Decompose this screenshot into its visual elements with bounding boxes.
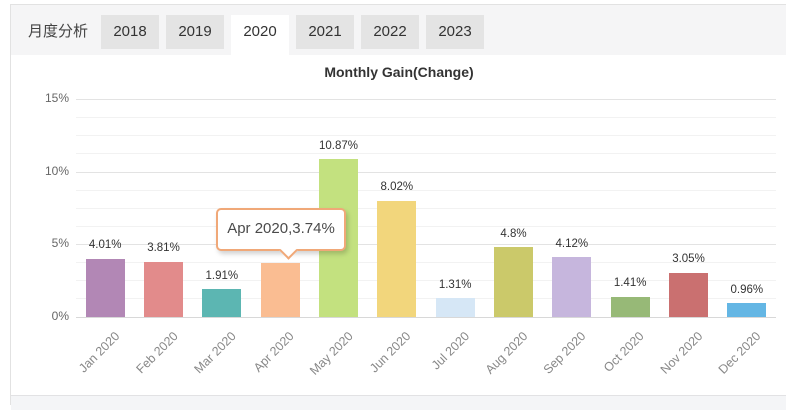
tab-2019[interactable]: 2019	[166, 15, 225, 49]
x-tick-label: Jun 2020	[367, 329, 414, 376]
y-tick-label: 0%	[51, 308, 69, 323]
bar-aug-2020[interactable]	[494, 247, 533, 317]
chart-title: Monthly Gain(Change)	[324, 64, 474, 80]
x-tick-label: Mar 2020	[191, 329, 239, 377]
x-tick-label: Feb 2020	[133, 329, 181, 377]
gridline-minor	[76, 153, 776, 155]
x-tick-label: Apr 2020	[251, 329, 298, 375]
bar-value-label: 8.02%	[380, 181, 414, 194]
bar-jun-2020[interactable]	[377, 200, 417, 317]
tooltip-text: Apr 2020,3.74%	[227, 220, 335, 237]
x-tick-label: Jul 2020	[428, 329, 473, 373]
bar-value-label: 1.31%	[438, 278, 472, 291]
bar-apr-2020[interactable]	[260, 262, 300, 317]
x-tick-label: Sep 2020	[541, 329, 589, 377]
x-tick-label: May 2020	[306, 329, 356, 378]
gridline-minor	[76, 298, 776, 300]
bar-value-label: 1.91%	[205, 269, 239, 282]
bar-value-label: 1.41%	[613, 277, 647, 290]
bar-dec-2020[interactable]	[727, 303, 767, 317]
plot-area: 4.01% 3.81% 1.91% 10.87% 8.02% 1.31% 4.8% 4.12%…	[76, 99, 776, 318]
bar-jul-2020[interactable]	[435, 298, 475, 317]
bar-mar-2020[interactable]	[202, 289, 242, 317]
bar-value-label: 4.8%	[500, 227, 527, 240]
gridline-major	[76, 244, 776, 245]
tooltip: Apr 2020,3.74%	[216, 208, 346, 260]
tab-2020[interactable]: 2020	[231, 15, 290, 59]
tab-2022[interactable]: 2022	[361, 15, 420, 49]
gridline-minor	[76, 135, 776, 137]
gridline-major	[76, 99, 776, 100]
main-container: 月度分析 2018 2019 2020 2021 2022 2023 Monthly Ga…	[10, 4, 786, 410]
gridline-minor	[76, 189, 776, 191]
bar-oct-2020[interactable]	[610, 296, 650, 317]
tab-2023[interactable]: 2023	[426, 15, 485, 49]
tab-bar: 月度分析 2018 2019 2020 2021 2022 2023	[11, 5, 786, 59]
bar-jan-2020[interactable]	[85, 258, 125, 317]
x-tick-label: Oct 2020	[601, 329, 648, 375]
x-tick-label: Aug 2020	[482, 329, 531, 377]
gridline-minor	[76, 262, 776, 264]
tab-2018[interactable]: 2018	[101, 15, 160, 49]
gridline-minor	[76, 207, 776, 209]
bar-value-label: 10.87%	[318, 139, 358, 152]
y-tick-label: 10%	[44, 163, 69, 178]
gridline-major	[76, 316, 776, 318]
bar-nov-2020[interactable]	[669, 272, 708, 317]
monthly-analysis-label: 月度分析	[28, 23, 89, 40]
x-tick-label: Nov 2020	[657, 329, 706, 377]
x-tick-label: Dec 2020	[716, 329, 764, 377]
chart-panel: Monthly Gain(Change) 4.01% 3.81% 1.91% 10.8…	[11, 55, 786, 395]
bar-value-label: 0.96%	[730, 283, 764, 296]
y-tick-label: 15%	[44, 91, 69, 105]
y-tick-label: 5%	[51, 236, 69, 250]
x-tick-label: Jan 2020	[75, 329, 123, 376]
bar-value-label: 3.05%	[672, 253, 705, 266]
gridline-major	[76, 171, 776, 173]
bar-feb-2020[interactable]	[144, 261, 183, 317]
bar-value-label: 4.01%	[88, 239, 122, 252]
bar-sep-2020[interactable]	[552, 257, 592, 317]
bar-value-label: 3.81%	[147, 242, 180, 255]
year-tabs: 2018 2019 2020 2021 2022 2023	[101, 15, 491, 59]
bottom-strip	[11, 395, 786, 410]
gridline-minor	[76, 117, 776, 119]
bar-value-label: 4.12%	[555, 237, 589, 250]
tab-2021[interactable]: 2021	[296, 15, 355, 49]
gridline-minor	[76, 225, 776, 227]
gridline-minor	[76, 280, 776, 282]
